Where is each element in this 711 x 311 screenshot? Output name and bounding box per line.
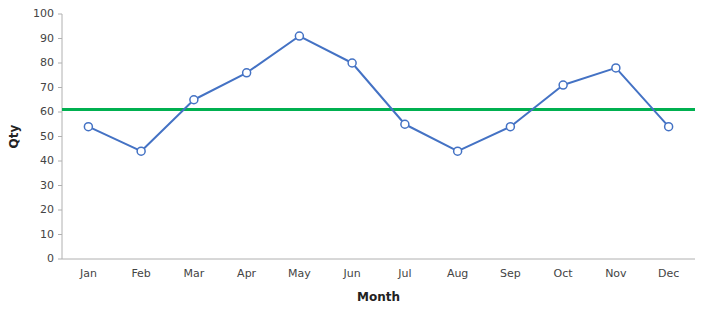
y-tick [58, 185, 62, 186]
y-tick-label: 0 [47, 252, 54, 265]
x-tick-label: Aug [447, 267, 468, 280]
x-tick-label: Dec [658, 267, 679, 280]
y-tick [58, 259, 62, 260]
y-tick-label: 20 [40, 203, 54, 216]
y-tick [58, 87, 62, 88]
data-line [88, 36, 668, 151]
y-tick-label: 90 [40, 32, 54, 45]
x-axis-label: Month [357, 290, 400, 304]
x-tick-label: Jan [79, 267, 97, 280]
plot-area [62, 32, 695, 155]
y-tick-label: 60 [40, 105, 54, 118]
x-tick-label: Feb [131, 267, 150, 280]
y-tick [58, 63, 62, 64]
data-point [454, 147, 462, 155]
x-tick-label: May [288, 267, 311, 280]
y-tick [58, 234, 62, 235]
data-point [665, 123, 673, 131]
x-tick-label: Jul [397, 267, 411, 280]
average-line [62, 108, 695, 111]
data-point [84, 123, 92, 131]
data-point [401, 120, 409, 128]
x-tick-label: Oct [554, 267, 574, 280]
data-point [506, 123, 514, 131]
chart-container: 0 10 20 30 40 50 60 70 80 90 100 Jan Feb Mar Apr May Jun… [0, 0, 711, 311]
y-tick-label: 40 [40, 154, 54, 167]
y-axis-label: Qty [7, 124, 21, 148]
data-point [348, 59, 356, 67]
data-point [295, 32, 303, 40]
x-tick-label: Apr [237, 267, 257, 280]
data-point [190, 96, 198, 104]
x-tick-label: Sep [500, 267, 521, 280]
data-point [137, 147, 145, 155]
chart: 0 10 20 30 40 50 60 70 80 90 100 Jan Feb Mar Apr May Jun… [0, 0, 711, 311]
y-tick [58, 112, 62, 113]
y-tick [58, 38, 62, 39]
y-tick [58, 210, 62, 211]
y-tick-label: 30 [40, 179, 54, 192]
x-tick-label: Jun [343, 267, 361, 280]
x-axis-line [62, 259, 695, 260]
data-point [559, 81, 567, 89]
data-point [243, 69, 251, 77]
y-tick [58, 136, 62, 137]
x-tick-label: Nov [605, 267, 627, 280]
y-tick [58, 14, 62, 15]
y-tick-label: 70 [40, 81, 54, 94]
y-tick-label: 50 [40, 130, 54, 143]
data-point [612, 64, 620, 72]
y-tick-label: 80 [40, 56, 54, 69]
x-tick-label: Mar [183, 267, 204, 280]
y-tick-label: 10 [40, 228, 54, 241]
y-tick [58, 161, 62, 162]
y-tick-label: 100 [33, 7, 54, 20]
